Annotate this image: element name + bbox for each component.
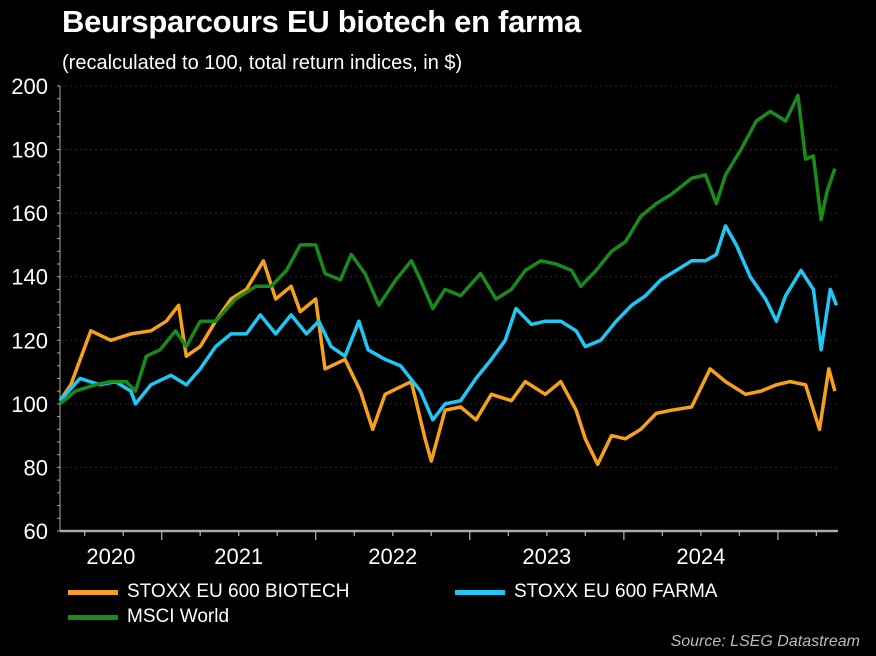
x-tick-label: 2021	[214, 544, 263, 569]
y-tick-label: 100	[11, 392, 48, 417]
chart-title: Beursparcours EU biotech en farma	[62, 4, 581, 39]
y-tick-label: 160	[11, 201, 48, 226]
y-tick-label: 200	[11, 74, 48, 99]
legend-item-biotech: STOXX EU 600 BIOTECH	[68, 581, 349, 603]
y-tick-label: 140	[11, 265, 48, 290]
legend-swatch-farma	[455, 589, 505, 595]
y-tick-label: 80	[24, 455, 48, 480]
legend-item-msci: MSCI World	[68, 606, 229, 628]
source-note: Source: LSEG Datastream	[670, 633, 860, 650]
y-tick-label: 60	[24, 519, 48, 544]
series-line-msci-world	[58, 93, 837, 406]
x-tick-label: 2023	[522, 544, 571, 569]
legend-label: MSCI World	[127, 606, 230, 627]
x-tick-label: 2022	[368, 544, 417, 569]
y-tick-label: 180	[11, 138, 48, 163]
series-line-farma	[58, 224, 839, 422]
x-tick-label: 2020	[86, 544, 135, 569]
series-line-biotech	[58, 259, 837, 467]
y-tick-label: 120	[11, 328, 48, 353]
x-tick-label: 2024	[676, 544, 725, 569]
legend-label: STOXX EU 600 FARMA	[514, 581, 718, 602]
chart-subtitle: (recalculated to 100, total return indic…	[62, 52, 463, 74]
legend-swatch-biotech	[68, 589, 118, 595]
legend-item-farma: STOXX EU 600 FARMA	[455, 581, 717, 603]
legend-label: STOXX EU 600 BIOTECH	[127, 581, 350, 602]
legend-swatch-msci	[68, 614, 118, 620]
